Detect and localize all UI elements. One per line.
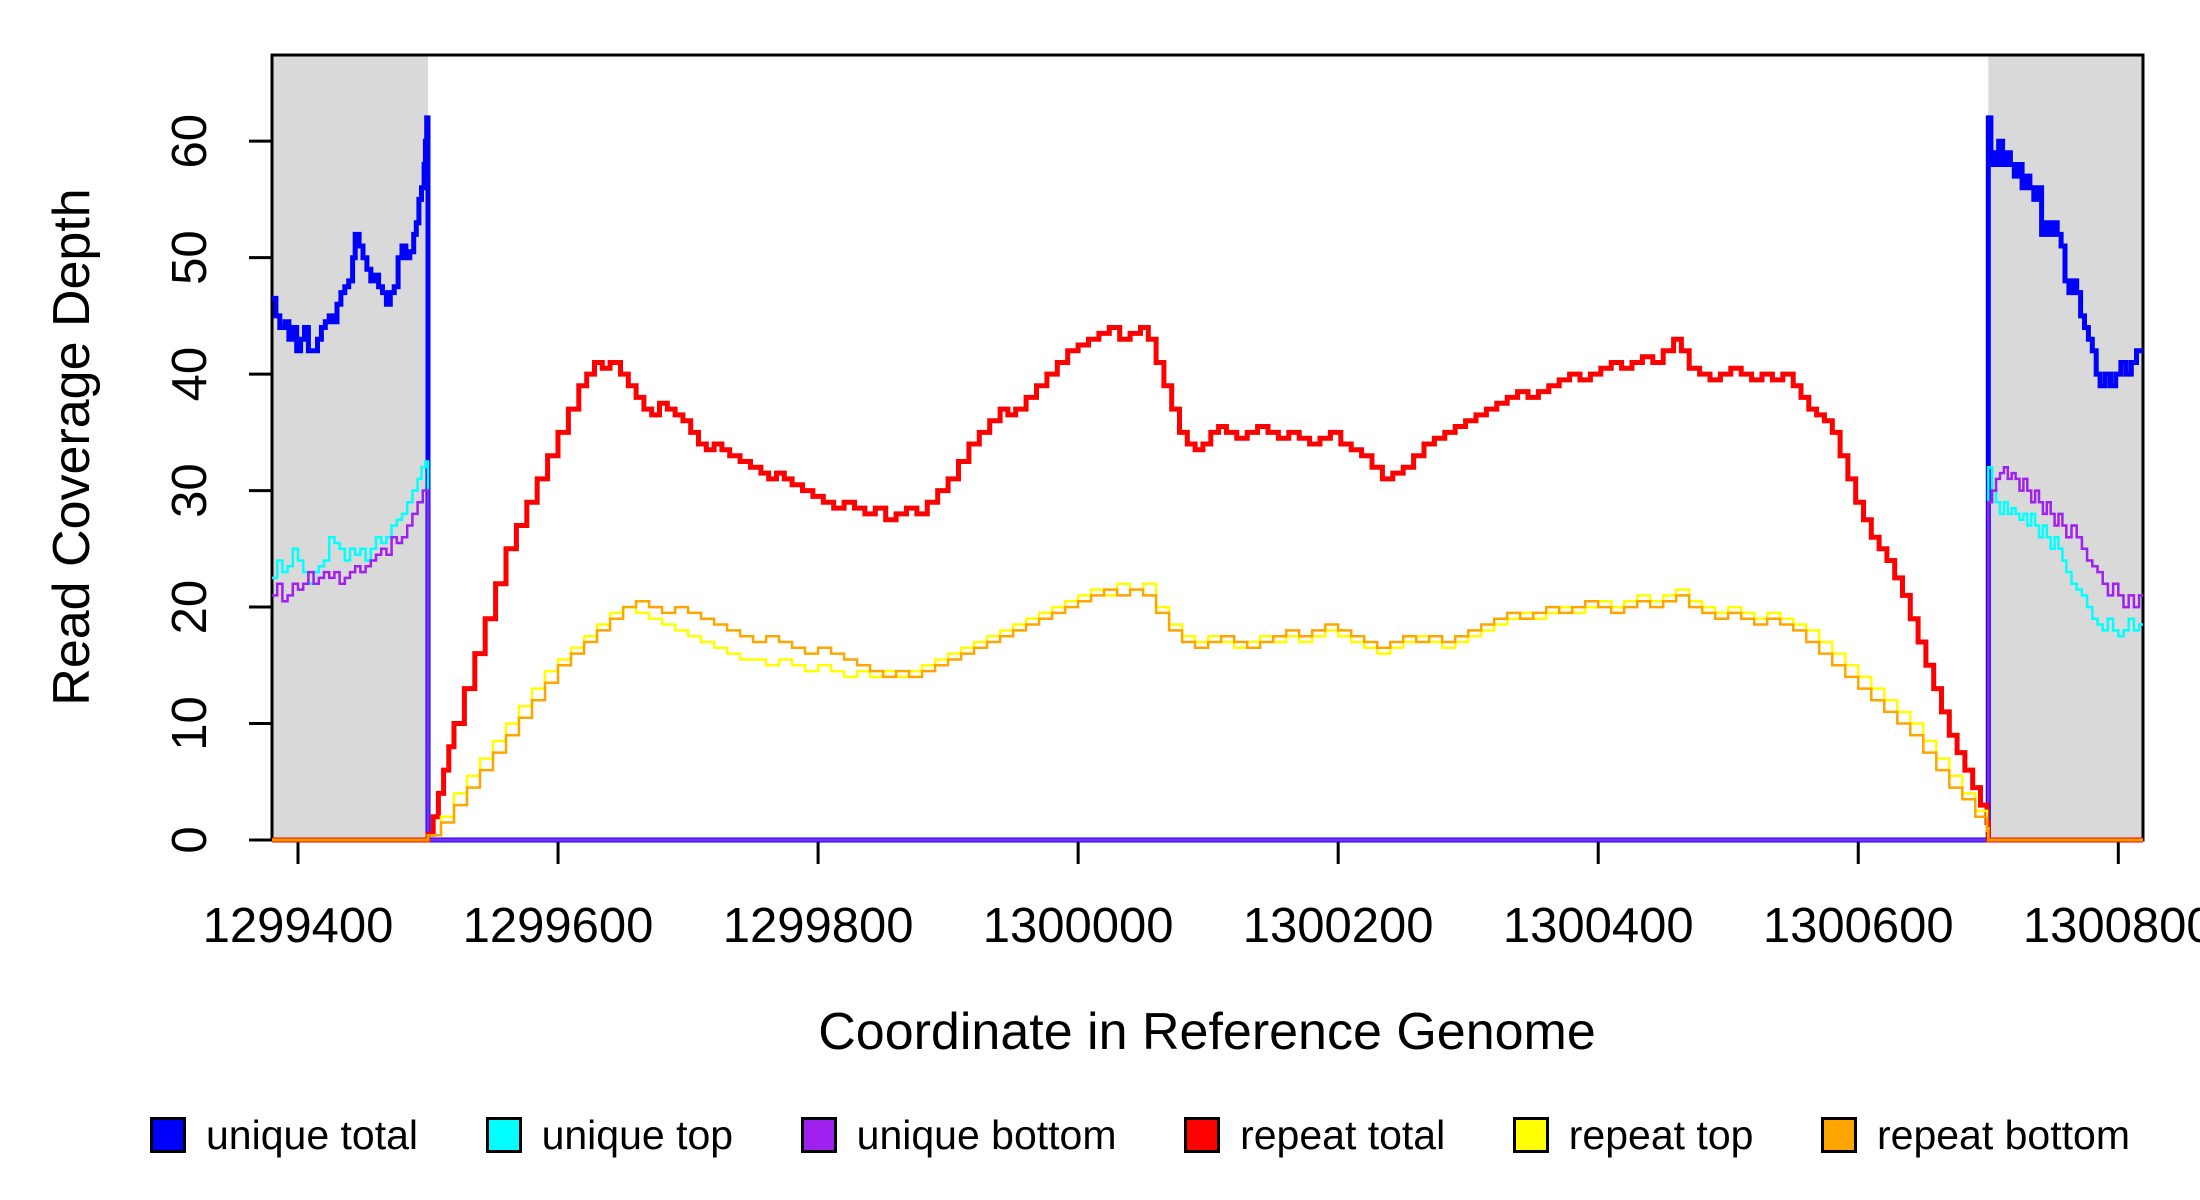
series-repeat-top bbox=[272, 582, 2143, 842]
y-tick-label: 20 bbox=[163, 580, 217, 635]
y-tick-label: 60 bbox=[163, 114, 217, 169]
legend-label: unique top bbox=[541, 1111, 734, 1158]
legend-item-repeat-total: repeat total bbox=[1184, 1112, 1445, 1159]
legend-item-unique-total: unique total bbox=[150, 1112, 418, 1159]
legend-label: repeat bottom bbox=[1876, 1111, 2130, 1158]
legend-label: unique bottom bbox=[856, 1111, 1117, 1158]
legend-swatch-icon bbox=[1512, 1117, 1549, 1153]
y-tick-label: 40 bbox=[163, 347, 217, 402]
series-unique-bottom bbox=[272, 466, 2143, 842]
x-tick-label: 1300000 bbox=[983, 899, 1174, 953]
legend-swatch-icon bbox=[800, 1117, 837, 1153]
legend: unique total unique top unique bottom repea… bbox=[150, 1103, 2130, 1167]
legend-swatch-icon bbox=[150, 1117, 186, 1153]
x-tick-label: 1299400 bbox=[203, 899, 394, 953]
legend-label: repeat total bbox=[1240, 1111, 1446, 1158]
x-tick-label: 1300800 bbox=[2023, 899, 2200, 953]
x-tick-label: 1299600 bbox=[463, 899, 654, 953]
y-tick-label: 50 bbox=[163, 230, 217, 285]
y-tick-label: 30 bbox=[163, 463, 217, 518]
shaded-region-left-unique-flank bbox=[272, 55, 429, 840]
y-tick-label: 10 bbox=[163, 696, 217, 751]
legend-label: repeat top bbox=[1568, 1111, 1754, 1158]
series-repeat-total bbox=[272, 325, 2143, 843]
x-tick-label: 1299800 bbox=[723, 899, 914, 953]
series-repeat-bottom bbox=[272, 588, 2143, 842]
y-tick-label: 0 bbox=[163, 826, 217, 853]
legend-item-unique-top: unique top bbox=[485, 1111, 734, 1159]
x-tick-label: 1300400 bbox=[1503, 899, 1694, 953]
plot-frame bbox=[270, 53, 2145, 842]
y-axis-title: Read Coverage Depth bbox=[43, 188, 101, 706]
x-tick-label: 1300200 bbox=[1243, 899, 1434, 953]
legend-swatch-icon bbox=[485, 1117, 522, 1153]
legend-item-repeat-top: repeat top bbox=[1512, 1111, 1754, 1159]
legend-swatch-icon bbox=[1184, 1117, 1221, 1153]
x-tick-label: 1300600 bbox=[1763, 899, 1954, 953]
legend-label: unique total bbox=[206, 1111, 419, 1158]
series-unique-total bbox=[272, 115, 2143, 843]
legend-swatch-icon bbox=[1820, 1117, 1857, 1153]
legend-item-repeat-bottom: repeat bottom bbox=[1820, 1111, 2130, 1159]
x-axis-title: Coordinate in Reference Genome bbox=[818, 1003, 1596, 1061]
legend-item-unique-bottom: unique bottom bbox=[800, 1111, 1117, 1159]
shaded-region-right-unique-flank bbox=[1988, 55, 2143, 840]
